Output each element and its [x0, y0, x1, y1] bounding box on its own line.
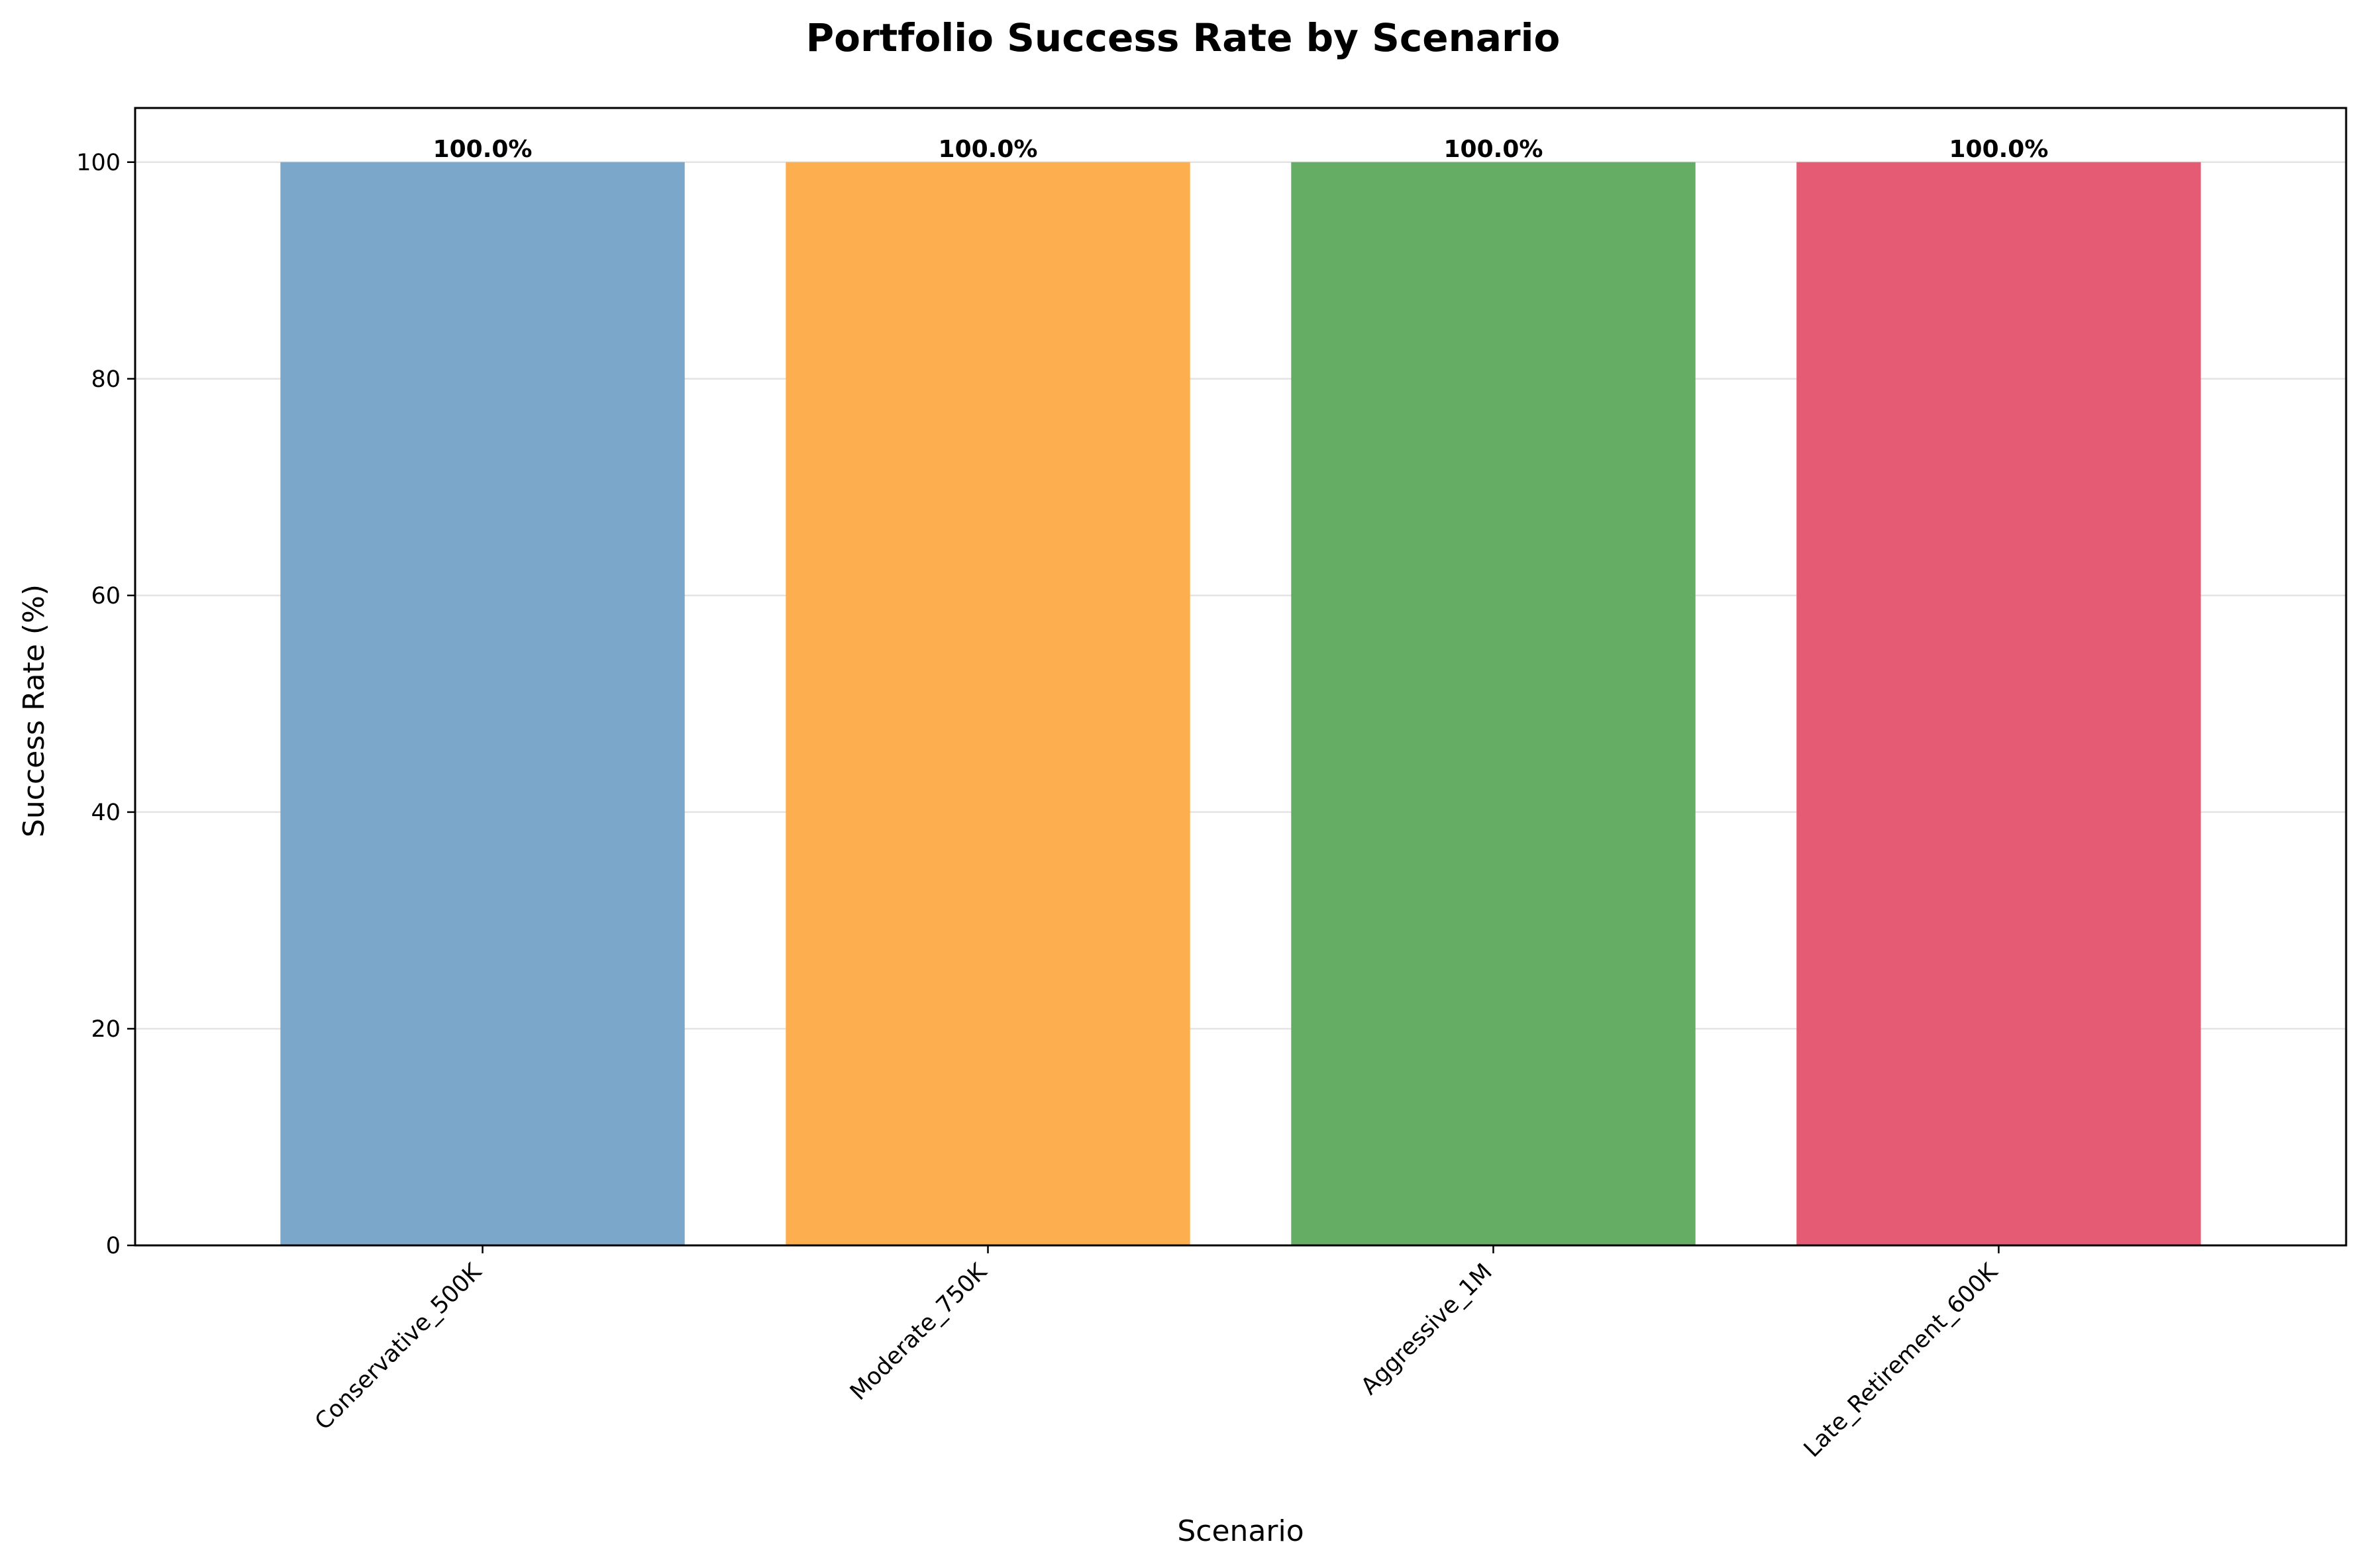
y-tick-label: 40 [91, 800, 121, 826]
y-tick-label: 60 [91, 583, 121, 609]
y-tick-label: 100 [76, 150, 121, 176]
y-axis-label: Success Rate (%) [17, 584, 51, 837]
y-tick-label: 80 [91, 366, 121, 393]
bar-value-label: 100.0% [1949, 136, 2048, 163]
bar-value-label: 100.0% [433, 136, 533, 163]
bar-aggressive-1m [1291, 162, 1696, 1245]
y-axis-ticks: 0 20 40 60 80 100 [76, 150, 135, 1259]
bar-moderate-750k [786, 162, 1190, 1245]
data-labels: 100.0% 100.0% 100.0% 100.0% [433, 136, 2049, 163]
x-axis-label: Scenario [1177, 1514, 1304, 1548]
bar-value-label: 100.0% [939, 136, 1038, 163]
bars [280, 162, 2201, 1245]
bar-conservative-500k [280, 162, 685, 1245]
bar-value-label: 100.0% [1444, 136, 1543, 163]
x-tick-label: Conservative_500K [310, 1258, 488, 1436]
x-tick-label: Aggressive_1M [1356, 1259, 1498, 1400]
x-tick-label: Moderate_750K [845, 1258, 993, 1406]
plot-area-frame [134, 107, 2347, 1247]
x-tick-label: Late_Retirement_600K [1799, 1258, 2004, 1463]
y-tick-label: 20 [91, 1016, 121, 1043]
y-tick-label: 0 [106, 1233, 121, 1259]
x-axis-ticks: Conservative_500K Moderate_750K Aggressive… [310, 1245, 2004, 1463]
bar-late-retirement-600k [1796, 162, 2201, 1245]
chart-title: Portfolio Success Rate by Scenario [806, 15, 1561, 60]
